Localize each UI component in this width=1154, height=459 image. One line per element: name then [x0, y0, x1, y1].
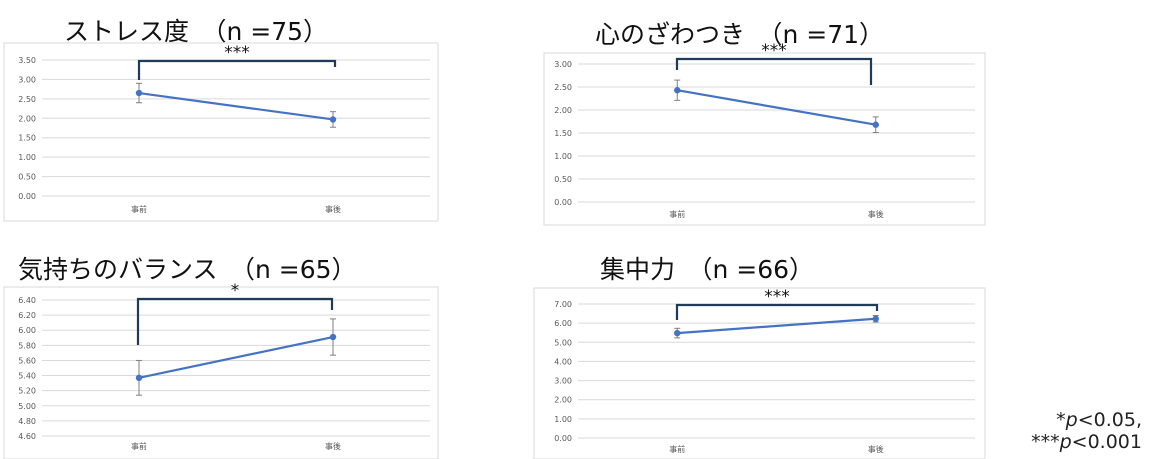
footnote-threshold-1: <0.05,	[1077, 409, 1142, 431]
y-tick-label: 5.00	[554, 338, 572, 347]
data-point	[674, 329, 681, 337]
data-point	[135, 374, 143, 382]
series-line	[677, 89, 876, 126]
data-point	[872, 121, 879, 128]
y-tick-label: 4.00	[554, 357, 572, 366]
y-tick-label: 0.50	[554, 175, 572, 184]
y-tick-label: 3.00	[554, 377, 572, 386]
x-tick-label: 事前	[131, 441, 147, 451]
x-tick-label: 事前	[669, 444, 685, 454]
y-tick-label: 0.00	[18, 192, 36, 201]
y-tick-label: 2.00	[18, 114, 36, 123]
x-tick-label: 事後	[325, 204, 341, 214]
y-tick-label: 7.00	[554, 300, 572, 309]
chart-title-3: 気持ちのバランス （n =65）	[18, 255, 357, 284]
data-point	[135, 89, 143, 97]
data-point	[674, 87, 681, 94]
chart-title-4: 集中力 （n =66）	[600, 255, 814, 284]
x-tick-label: 事後	[868, 209, 884, 219]
y-tick-label: 5.40	[18, 372, 36, 381]
y-tick-label: 0.00	[554, 434, 572, 443]
data-point	[329, 333, 337, 341]
x-tick-label: 事後	[325, 441, 341, 451]
footnote-p-2: p	[1059, 431, 1072, 453]
y-tick-label: 5.20	[18, 387, 36, 396]
y-tick-label: 0.50	[18, 173, 36, 182]
chart-frame-4	[533, 287, 986, 459]
y-tick-label: 4.80	[18, 417, 36, 426]
significance-footnote: *p<0.05, ***p<0.001	[1031, 409, 1142, 453]
significance-stars: ***	[224, 43, 250, 63]
chart-title-1: ストレス度 （n =75）	[64, 17, 328, 46]
y-tick-label: 6.00	[554, 319, 572, 328]
significance-bracket	[137, 59, 337, 80]
y-tick-label: 1.00	[18, 153, 36, 162]
y-tick-label: 0.00	[554, 198, 572, 207]
y-tick-label: 3.50	[18, 56, 36, 65]
y-tick-label: 1.00	[554, 415, 572, 424]
y-tick-label: 6.20	[18, 311, 36, 320]
series-line	[677, 317, 876, 335]
y-tick-label: 5.60	[18, 356, 36, 365]
chart-frame-1	[3, 42, 439, 222]
significance-stars: ***	[761, 41, 787, 61]
y-tick-label: 2.00	[554, 106, 572, 115]
footnote-star-1: *	[1056, 409, 1066, 431]
significance-bracket	[675, 57, 873, 85]
series-line	[138, 91, 334, 121]
significance-stars: ***	[764, 287, 790, 307]
chart-frame-3	[3, 286, 439, 459]
y-tick-label: 5.80	[18, 341, 36, 350]
x-tick-label: 事後	[868, 444, 884, 454]
significance-bracket	[675, 303, 879, 320]
y-tick-label: 5.00	[18, 402, 36, 411]
data-point	[329, 116, 337, 123]
significance-bracket	[136, 297, 334, 345]
x-tick-label: 事前	[669, 209, 685, 219]
y-tick-label: 2.00	[554, 396, 572, 405]
y-tick-label: 1.50	[18, 134, 36, 143]
y-tick-label: 3.00	[18, 75, 36, 84]
y-tick-label: 2.50	[554, 83, 572, 92]
y-tick-label: 2.50	[18, 95, 36, 104]
footnote-p-1: p	[1065, 409, 1078, 431]
significance-stars: *	[231, 281, 240, 301]
y-tick-label: 1.50	[554, 129, 572, 138]
series-line	[138, 335, 334, 379]
x-tick-label: 事前	[131, 204, 147, 214]
footnote-star-2: ***	[1031, 431, 1060, 453]
chart-frame-2	[543, 52, 986, 226]
data-point	[872, 315, 879, 322]
chart-title-2: 心のざわつき （n =71）	[595, 20, 884, 49]
y-tick-label: 3.00	[554, 60, 572, 69]
footnote-threshold-2: <0.001	[1071, 431, 1142, 453]
y-tick-label: 4.60	[18, 432, 36, 441]
y-tick-label: 1.00	[554, 152, 572, 161]
y-tick-label: 6.00	[18, 326, 36, 335]
y-tick-label: 6.40	[18, 296, 36, 305]
